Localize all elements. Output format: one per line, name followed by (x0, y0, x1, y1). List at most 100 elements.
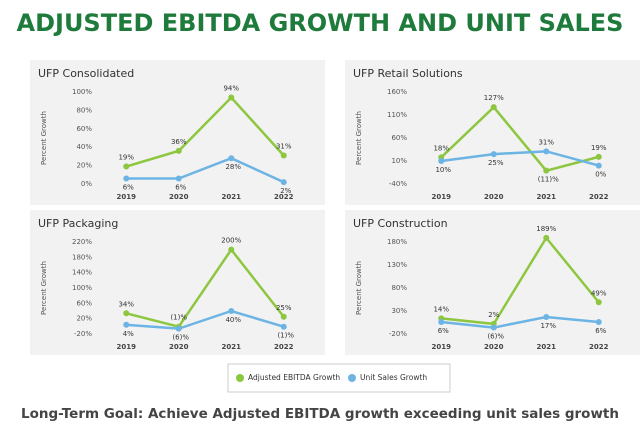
data-label: (1)% (170, 314, 187, 322)
y-tick-label: 220% (72, 238, 92, 246)
data-label: 189% (536, 225, 556, 233)
data-label: 6% (595, 327, 606, 335)
data-point (280, 179, 287, 186)
data-point (595, 153, 602, 160)
y-tick-label: -20% (389, 330, 407, 338)
slide-title: ADJUSTED EBITDA GROWTH AND UNIT SALES (17, 9, 624, 37)
data-label: 18% (433, 144, 449, 152)
data-point (123, 321, 130, 328)
y-axis-label: Percent Growth (40, 111, 48, 165)
x-tick-label: 2019 (117, 193, 137, 201)
legend-label: Adjusted EBITDA Growth (248, 373, 340, 382)
data-label: 127% (484, 94, 504, 102)
data-point (490, 151, 497, 158)
data-label: 34% (118, 300, 134, 308)
legend-box (227, 363, 451, 393)
data-label: 94% (223, 85, 239, 93)
panel (345, 210, 640, 355)
y-tick-label: 100% (72, 88, 92, 96)
data-point (280, 313, 287, 320)
data-label: 36% (171, 138, 187, 146)
y-tick-label: 110% (387, 111, 407, 119)
series-line (440, 105, 600, 173)
data-label: (1)% (277, 332, 294, 340)
data-label: 25% (276, 304, 292, 312)
x-tick-label: 2022 (589, 193, 609, 201)
series-line (441, 315, 599, 329)
panel-title: UFP Consolidated (38, 67, 134, 80)
data-point (123, 175, 130, 182)
data-label: 19% (591, 144, 607, 152)
data-label: 49% (591, 289, 607, 297)
x-tick-label: 2021 (537, 193, 557, 201)
y-tick-label: 60% (76, 125, 92, 133)
panel-title: UFP Construction (353, 217, 448, 230)
data-label: 6% (123, 183, 134, 191)
panel (345, 60, 640, 205)
panel-title: UFP Packaging (38, 217, 118, 230)
data-point (280, 323, 287, 330)
data-label: 6% (438, 327, 449, 335)
legend-marker (348, 374, 356, 382)
data-label: 31% (538, 138, 554, 146)
data-label: 31% (276, 142, 292, 150)
y-axis-label: Percent Growth (40, 261, 48, 315)
data-point (438, 158, 445, 164)
data-point (490, 324, 497, 331)
data-point (123, 310, 130, 317)
data-label: (11)% (538, 176, 559, 184)
y-tick-label: -20% (74, 330, 92, 338)
x-tick-label: 2022 (274, 193, 294, 201)
data-label: 4% (123, 330, 134, 338)
series-line (126, 309, 285, 330)
data-label: 10% (435, 166, 451, 174)
x-tick-label: 2020 (484, 343, 504, 351)
y-tick-label: 10% (391, 157, 407, 165)
data-point (280, 152, 287, 159)
series-line (441, 235, 600, 326)
footer: Long-Term Goal: Achieve Adjusted EBITDA … (21, 406, 619, 422)
y-tick-label: 20% (76, 162, 92, 170)
data-label: 2% (280, 187, 291, 195)
data-point (543, 148, 550, 155)
y-tick-label: 130% (387, 261, 407, 269)
data-label: 28% (225, 163, 241, 171)
y-tick-label: 80% (391, 284, 407, 292)
y-tick-label: 160% (387, 88, 407, 96)
data-label: 6% (175, 183, 186, 191)
x-tick-label: 2022 (274, 343, 294, 351)
data-point (228, 155, 235, 162)
data-point (175, 325, 182, 332)
y-tick-label: 0% (81, 180, 92, 188)
y-tick-label: 80% (76, 106, 92, 114)
x-tick-label: 2019 (432, 193, 452, 201)
y-axis-label: Percent Growth (355, 111, 363, 165)
x-tick-label: 2020 (484, 193, 504, 201)
y-axis-label: Percent Growth (355, 261, 363, 315)
data-point (175, 147, 182, 154)
series-line (441, 150, 600, 167)
data-point (543, 313, 550, 320)
y-tick-label: 180% (387, 238, 407, 246)
x-tick-label: 2021 (222, 343, 242, 351)
series-line (125, 95, 285, 168)
data-point (595, 319, 602, 326)
data-point (228, 308, 235, 314)
data-label: 19% (118, 154, 134, 162)
data-label: (6)% (172, 334, 189, 342)
x-tick-label: 2022 (589, 343, 609, 351)
data-label: 25% (488, 159, 504, 167)
data-point (543, 234, 550, 241)
data-label: 200% (221, 237, 241, 245)
data-label: (6)% (487, 333, 504, 341)
data-point (438, 319, 445, 326)
y-tick-label: 30% (391, 307, 407, 315)
x-tick-label: 2019 (117, 343, 137, 351)
legend-marker (236, 374, 244, 382)
data-point (123, 163, 130, 170)
y-tick-label: 60% (76, 299, 92, 307)
data-label: 0% (595, 171, 606, 179)
data-point (228, 246, 235, 253)
y-tick-label: 40% (76, 143, 92, 151)
y-tick-label: 100% (72, 284, 92, 292)
